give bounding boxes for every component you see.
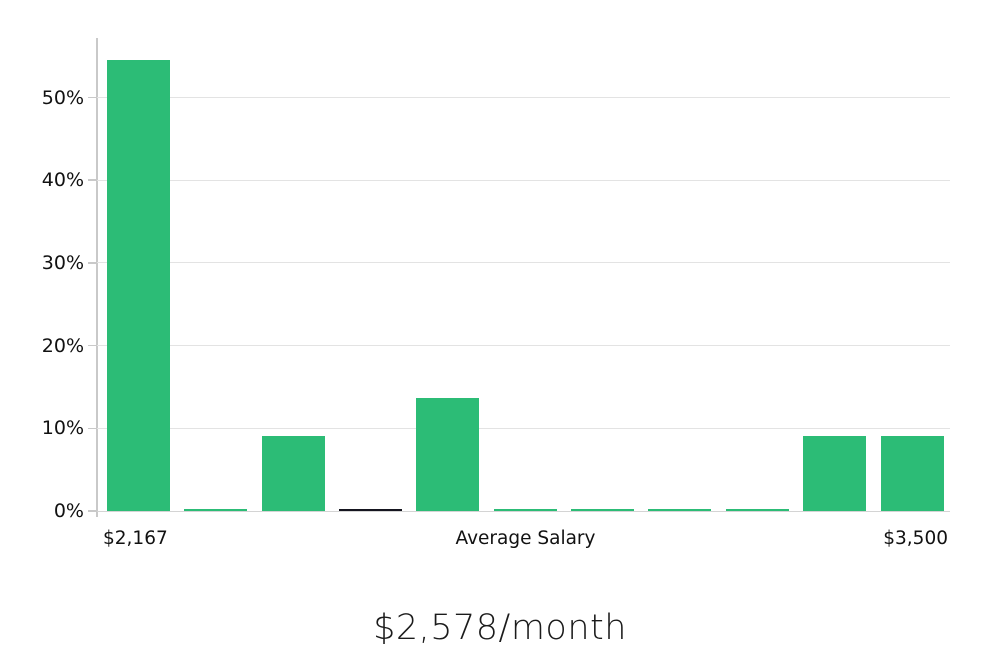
y-axis-label-40%: 40% (41, 169, 84, 192)
gridline-50% (97, 97, 950, 99)
gridline-40% (97, 179, 950, 181)
y-tick-0% (88, 510, 97, 512)
x-axis-label-min-salary: $2,167 (103, 528, 168, 549)
salary-bucket-bar-11[interactable] (880, 435, 944, 511)
salary-bucket-bar-5[interactable] (416, 397, 480, 511)
y-tick-40% (88, 179, 97, 181)
salary-bucket-bar-10[interactable] (803, 435, 867, 511)
y-axis-label-20%: 20% (41, 334, 84, 357)
plot-area: 0% 10% 20% 30% 40% 50% (42, 38, 950, 521)
gridline-30% (97, 262, 950, 264)
y-axis-line (96, 38, 98, 517)
salary-bucket-bar-7[interactable] (571, 509, 635, 511)
salary-bucket-bar-9[interactable] (725, 509, 789, 511)
y-tick-10% (88, 427, 97, 430)
gridline-10% (97, 427, 950, 429)
y-axis-label-30%: 30% (41, 251, 84, 274)
x-axis-label-average-salary: Average Salary (455, 528, 596, 549)
gridline-0% (97, 510, 950, 512)
y-axis-label-50%: 50% (41, 86, 84, 109)
salary-bucket-bar-1[interactable] (107, 60, 170, 511)
y-axis-label-0%: 0% (53, 500, 84, 522)
average-monthly-salary-title: $2,578/month (373, 608, 627, 648)
y-tick-50% (88, 96, 97, 99)
salary-bucket-bar-4[interactable] (339, 508, 403, 511)
salary-bucket-bar-6[interactable] (493, 509, 557, 511)
x-axis-label-max-salary: $3,500 (883, 528, 948, 549)
gridline-20% (97, 345, 950, 347)
y-tick-20% (88, 344, 97, 347)
y-axis-label-10%: 10% (41, 417, 84, 440)
salary-bucket-bar-2[interactable] (184, 509, 248, 511)
salary-bucket-bar-3[interactable] (261, 435, 325, 511)
salary-bucket-bar-8[interactable] (648, 509, 712, 511)
y-tick-30% (88, 262, 97, 264)
x-axis-labels: $2,167 Average Salary $3,500 (97, 528, 950, 549)
